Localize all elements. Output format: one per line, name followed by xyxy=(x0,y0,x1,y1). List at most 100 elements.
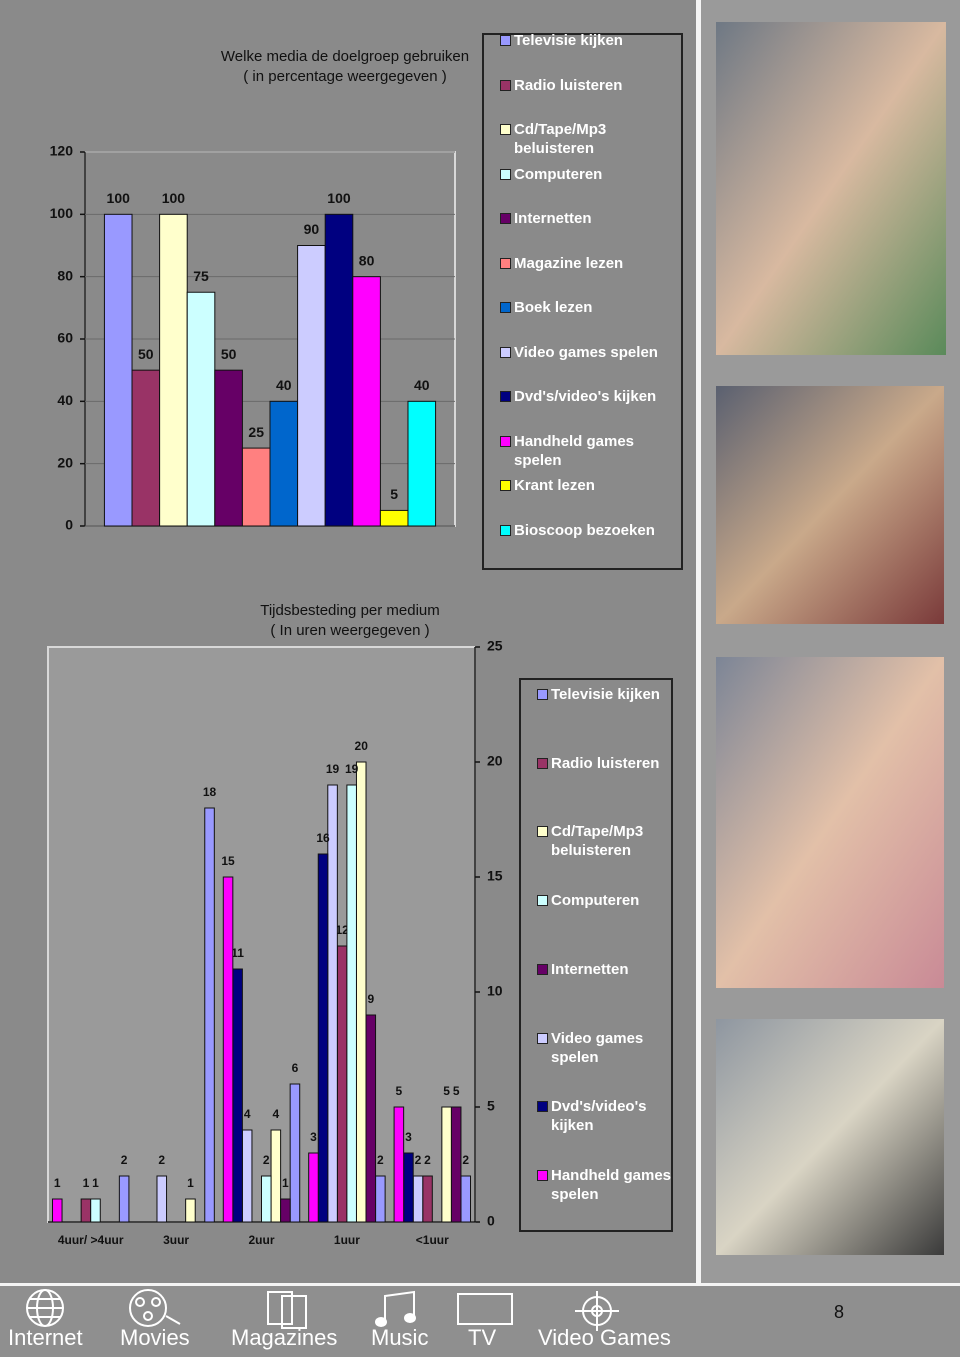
legend-swatch xyxy=(500,302,511,313)
legend-swatch xyxy=(500,124,511,135)
y-tick-label: 10 xyxy=(487,983,503,999)
chart-title: Welke media de doelgroep gebruiken xyxy=(221,48,469,65)
value-label: 4 xyxy=(272,1107,279,1121)
bar xyxy=(156,1175,168,1223)
bar xyxy=(185,1198,196,1223)
bar xyxy=(232,968,243,1223)
value-label: 50 xyxy=(138,346,154,362)
legend: Televisie kijken Radio luisteren Cd/Tape/M… xyxy=(482,32,683,570)
legend-entry: Krant lezen xyxy=(500,476,679,495)
value-label: 2 xyxy=(263,1153,270,1167)
legend-label: Boek lezen xyxy=(514,299,593,316)
legend-entry: Boek lezen xyxy=(500,298,679,317)
legend-swatch xyxy=(500,524,511,536)
nav-item[interactable]: Music xyxy=(371,1325,429,1350)
photo xyxy=(716,22,946,355)
value-label: 19 xyxy=(326,762,340,776)
legend-label: Handheld games spelen xyxy=(514,432,635,469)
value-label: 100 xyxy=(107,190,131,206)
value-label: 1 xyxy=(187,1176,194,1190)
bar xyxy=(159,213,188,527)
nav-item[interactable]: Internet xyxy=(8,1325,83,1350)
value-label: 12 xyxy=(335,923,349,937)
legend-entry: Dvd's/video's kijken xyxy=(500,387,679,406)
legend-label: Magazine lezen xyxy=(514,254,624,272)
legend-swatch xyxy=(500,168,511,180)
x-tick-label: 2uur xyxy=(248,1233,274,1247)
value-label: 90 xyxy=(304,221,320,237)
divider xyxy=(696,0,701,1283)
photo xyxy=(716,657,944,988)
legend-label: Televisie kijken xyxy=(551,686,660,703)
value-label: 100 xyxy=(327,190,351,206)
legend-entry: Radio luisteren xyxy=(537,754,673,773)
x-tick-label: 1uur xyxy=(334,1233,360,1247)
bar xyxy=(270,1129,282,1223)
value-label: 19 xyxy=(345,762,359,776)
legend-entry: Internetten xyxy=(537,960,673,979)
value-label: 6 xyxy=(292,1061,299,1075)
y-tick-label: 60 xyxy=(57,330,73,346)
nav-item[interactable]: Magazines xyxy=(231,1325,338,1350)
bar xyxy=(261,1175,272,1223)
legend-entry: Radio luisteren xyxy=(500,76,679,95)
legend: Televisie kijken Radio luisteren Cd/Tape/M… xyxy=(519,678,673,1232)
legend-label: Cd/Tape/Mp3 beluisteren xyxy=(514,121,607,157)
bar xyxy=(80,1198,92,1223)
legend-label: Computeren xyxy=(514,165,603,183)
value-label: 5 xyxy=(396,1084,403,1098)
legend-entry: Computeren xyxy=(537,891,673,910)
legend-swatch xyxy=(500,391,511,402)
bar xyxy=(460,1175,472,1223)
bar xyxy=(103,213,133,527)
bar xyxy=(403,1152,414,1223)
bar xyxy=(352,276,381,527)
value-label: 40 xyxy=(414,377,430,393)
bar xyxy=(407,400,437,527)
value-label: 1 xyxy=(282,1176,289,1190)
value-label: 2 xyxy=(377,1153,384,1167)
legend-label: Computeren xyxy=(551,892,640,910)
value-label: 4 xyxy=(244,1107,251,1121)
legend-swatch xyxy=(500,480,511,491)
nav-item[interactable]: TV xyxy=(468,1325,497,1350)
y-tick-label: 25 xyxy=(487,638,503,654)
bar xyxy=(379,509,409,527)
legend-entry: Bioscoop bezoeken xyxy=(500,521,679,540)
bar xyxy=(297,245,326,527)
value-label: 25 xyxy=(248,424,264,440)
bar xyxy=(365,1014,377,1223)
value-label: 9 xyxy=(367,992,374,1006)
legend-swatch xyxy=(500,435,511,447)
nav-item[interactable]: Movies xyxy=(120,1325,190,1350)
y-tick-label: 20 xyxy=(487,753,503,769)
legend-swatch xyxy=(500,79,511,91)
x-tick-label: 3uur xyxy=(163,1233,189,1247)
value-label: 5 xyxy=(443,1084,450,1098)
bar xyxy=(375,1175,386,1223)
nav-icons xyxy=(26,1289,619,1331)
nav-divider xyxy=(0,1283,960,1286)
legend-label: Cd/Tape/Mp3 beluisteren xyxy=(551,823,644,860)
legend-label: Bioscoop bezoeken xyxy=(514,521,655,539)
y-tick-label: 20 xyxy=(57,454,73,470)
value-label: 75 xyxy=(193,268,209,284)
value-label: 5 xyxy=(390,486,398,502)
legend-swatch xyxy=(537,1169,548,1181)
value-label: 2 xyxy=(462,1153,469,1167)
legend-label: Dvd's/video's kijken xyxy=(551,1098,647,1135)
nav-item[interactable]: Video Games xyxy=(538,1325,671,1350)
bar xyxy=(327,784,338,1223)
photo xyxy=(716,1019,944,1255)
bar xyxy=(280,1198,291,1223)
bar xyxy=(222,876,234,1223)
bar xyxy=(393,1106,405,1223)
bar xyxy=(450,1106,462,1223)
legend-entry: Cd/Tape/Mp3 beluisteren xyxy=(537,822,673,860)
value-label: 40 xyxy=(276,377,292,393)
value-label: 18 xyxy=(203,785,217,799)
bar xyxy=(346,784,357,1223)
legend-entry: Magazine lezen xyxy=(500,254,679,273)
legend-entry: Internetten xyxy=(500,209,679,228)
